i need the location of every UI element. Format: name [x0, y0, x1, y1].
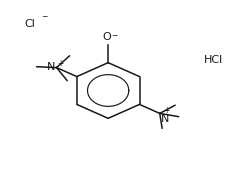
Text: −: − [42, 12, 48, 21]
Text: Cl: Cl [24, 19, 35, 29]
Text: −: − [112, 31, 118, 40]
Text: +: + [57, 59, 64, 68]
Text: HCl: HCl [204, 55, 223, 65]
Text: +: + [164, 106, 170, 115]
Text: N: N [47, 62, 55, 72]
Text: O: O [103, 32, 111, 42]
Text: N: N [161, 114, 169, 124]
